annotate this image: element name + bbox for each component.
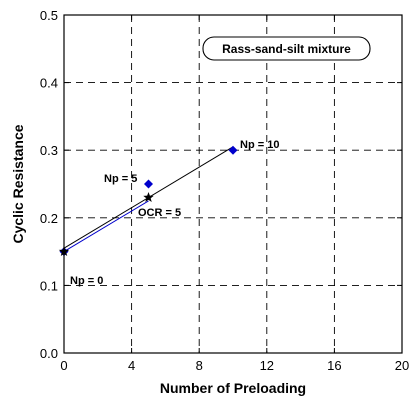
y-tick-label: 0.0 — [40, 346, 58, 361]
diamond-point — [228, 145, 238, 155]
legend-text: Rass-sand-silt mixture — [222, 42, 351, 56]
x-tick-label: 20 — [395, 358, 409, 373]
y-tick-label: 0.1 — [40, 278, 58, 293]
y-tick-label: 0.2 — [40, 211, 58, 226]
annotation-ocr5: OCR = 5 — [138, 207, 181, 219]
x-tick-label: 0 — [60, 358, 67, 373]
plot-frame — [63, 14, 403, 354]
star-point — [143, 192, 154, 202]
annotation-np5: Np = 5 — [104, 173, 137, 185]
legend-box: Rass-sand-silt mixture — [202, 36, 371, 61]
y-tick-label: 0.4 — [40, 76, 58, 91]
y-axis-title: Cyclic Resistance — [10, 124, 26, 243]
diamond-point — [144, 179, 153, 189]
legend-frame — [202, 36, 371, 61]
x-tick-label: 16 — [327, 358, 341, 373]
fit-line — [63, 200, 149, 253]
x-tick-label: 12 — [260, 358, 274, 373]
y-tick-label: 0.5 — [40, 8, 58, 23]
annotation-np10: Np = 10 — [240, 139, 279, 151]
x-tick-label: 4 — [128, 358, 135, 373]
x-axis-title: Number of Preloading — [160, 380, 306, 396]
axis-ticks: 0 4 8 12 16 20 0.0 0.1 0.2 0.3 0.4 0.5 — [40, 8, 409, 373]
y-tick-label: 0.3 — [40, 143, 58, 158]
annotation-np0: Np = 0 — [70, 275, 103, 287]
x-tick-label: 8 — [196, 358, 203, 373]
